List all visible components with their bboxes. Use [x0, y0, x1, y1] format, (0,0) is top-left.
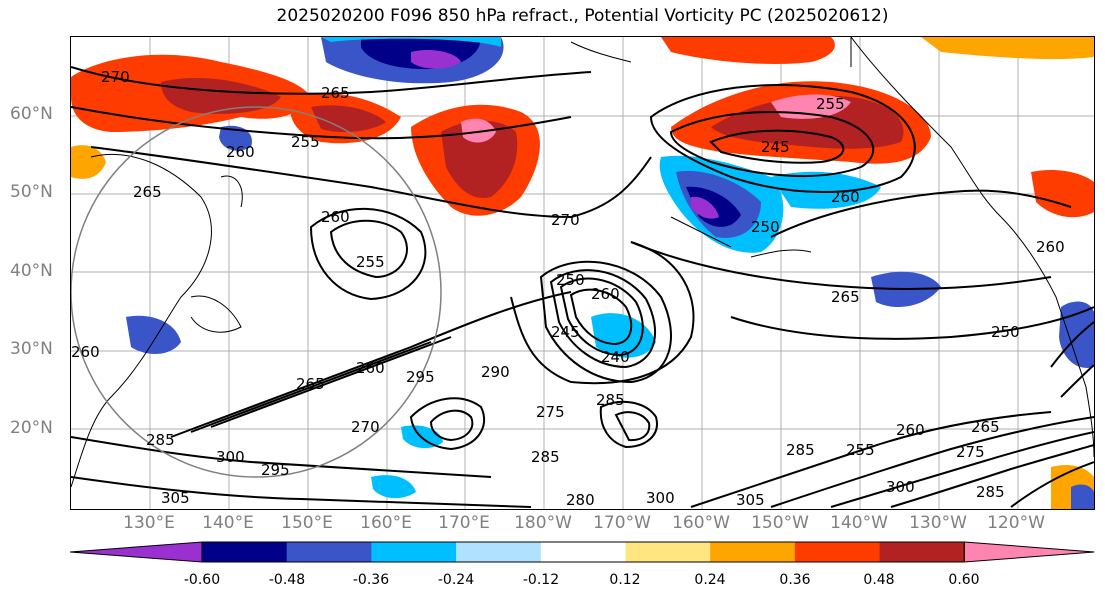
- contour-label: 280: [566, 491, 595, 509]
- contour-label: 255: [846, 441, 875, 459]
- contour-label: 290: [481, 363, 510, 381]
- contour-label: 255: [356, 253, 385, 271]
- colorbar-cell: [456, 542, 542, 562]
- colorbar-extend-max: [963, 541, 1095, 563]
- contour-label: 270: [551, 211, 580, 229]
- lat-label-40n: 40°N: [10, 261, 53, 281]
- contour-label: 300: [216, 448, 245, 466]
- contour-label: 255: [291, 133, 320, 151]
- lon-label-160e: 160°E: [360, 513, 412, 533]
- reference-circle: [71, 106, 442, 478]
- colorbar-tick: -0.36: [352, 572, 390, 588]
- lon-label-140w: 140°W: [830, 513, 888, 533]
- lon-label-150e: 150°E: [281, 513, 333, 533]
- colorbar-cell: [540, 542, 626, 562]
- contour-label: 260: [356, 359, 385, 377]
- colorbar-tick: -0.48: [268, 572, 306, 588]
- contour-label: 265: [321, 84, 350, 102]
- contour-label: 295: [261, 461, 290, 479]
- colorbar-tick: -0.24: [437, 572, 475, 588]
- contour-label: 275: [536, 403, 565, 421]
- colorbar-tick: 0.36: [779, 572, 811, 588]
- lon-label-130e: 130°E: [123, 513, 175, 533]
- map-panel: 270 265 255 260 265 270 250 260 255 245 …: [70, 36, 1095, 510]
- colorbar-tick: -0.60: [183, 572, 221, 588]
- contour-label: 285: [146, 431, 175, 449]
- contour-label: 265: [296, 375, 325, 393]
- colorbar-cell: [371, 542, 457, 562]
- colorbar-cells: [70, 541, 1095, 563]
- contour-label: 245: [761, 138, 790, 156]
- contour-label: 295: [406, 368, 435, 386]
- lon-label-170w: 170°W: [593, 513, 651, 533]
- lon-label-140e: 140°E: [202, 513, 254, 533]
- contour-label: 275: [956, 443, 985, 461]
- colorbar-cell: [286, 542, 372, 562]
- contour-label: 305: [736, 491, 765, 509]
- colorbar-cell: [879, 542, 965, 562]
- lon-label-150w: 150°W: [751, 513, 809, 533]
- lon-label-120w: 120°W: [987, 513, 1045, 533]
- colorbar-tick: 0.48: [863, 572, 895, 588]
- contour-label: 250: [991, 323, 1020, 341]
- lon-label-130w: 130°W: [909, 513, 967, 533]
- contour-label: 300: [646, 489, 675, 507]
- contour-label: 265: [831, 288, 860, 306]
- contour-label: 270: [101, 68, 130, 86]
- coastlines: [71, 37, 1094, 488]
- contour-label: 250: [556, 271, 585, 289]
- contour-label: 260: [71, 343, 100, 361]
- lon-label-180w: 180°W: [514, 513, 572, 533]
- contour-label: 300: [886, 478, 915, 496]
- contour-label: 265: [971, 418, 1000, 436]
- lat-label-50n: 50°N: [10, 182, 53, 202]
- contour-label: 305: [161, 489, 190, 507]
- map-plot: 270 265 255 260 265 270 250 260 255 245 …: [71, 37, 1094, 509]
- lat-label-30n: 30°N: [10, 339, 53, 359]
- colorbar-tick: -0.12: [522, 572, 560, 588]
- contour-label: 285: [786, 441, 815, 459]
- lat-label-20n: 20°N: [10, 418, 53, 438]
- contour-label: 270: [351, 418, 380, 436]
- colorbar-cell: [794, 542, 881, 562]
- colorbar-cell: [202, 542, 288, 562]
- colorbar-outline: [201, 541, 965, 563]
- contour-label: 260: [591, 285, 620, 303]
- contour-label: 240: [601, 348, 630, 366]
- lat-label-60n: 60°N: [10, 104, 53, 124]
- contour-label: 260: [321, 208, 350, 226]
- contour-label: 285: [531, 448, 560, 466]
- contour-label: 245: [551, 323, 580, 341]
- colorbar-cell: [625, 542, 711, 562]
- contour-label: 260: [226, 143, 255, 161]
- refractivity-contours: [71, 66, 1094, 508]
- colorbar: [70, 541, 1095, 563]
- colorbar-tick: 0.24: [694, 572, 726, 588]
- contour-label: 255: [816, 95, 845, 113]
- contour-label-group: 270 265 255 260 265 270 250 260 255 245 …: [71, 68, 1065, 509]
- contour-label: 250: [751, 218, 780, 236]
- lon-label-160w: 160°W: [672, 513, 730, 533]
- contour-label: 260: [896, 421, 925, 439]
- contour-label: 265: [133, 183, 162, 201]
- contour-label: 260: [1036, 238, 1065, 256]
- contour-label: 260: [831, 188, 860, 206]
- colorbar-tick: 0.60: [948, 572, 980, 588]
- pv-filled-regions: [71, 37, 1094, 509]
- colorbar-tick: 0.12: [609, 572, 641, 588]
- lon-label-170e: 170°E: [438, 513, 490, 533]
- map-title: 2025020200 F096 850 hPa refract., Potent…: [276, 6, 889, 26]
- contour-label: 285: [596, 391, 625, 409]
- colorbar-cell: [710, 542, 796, 562]
- contour-label: 285: [976, 483, 1005, 501]
- colorbar-extend-min: [70, 541, 203, 563]
